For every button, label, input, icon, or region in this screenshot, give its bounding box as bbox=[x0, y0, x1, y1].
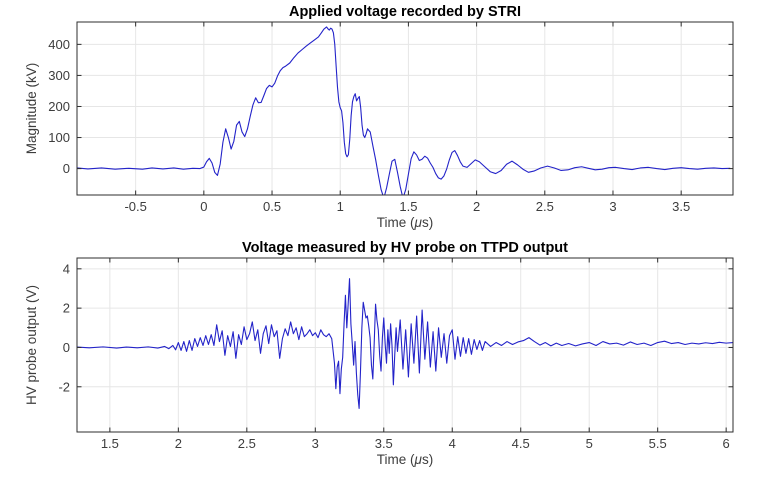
x-tick-label: -0.5 bbox=[124, 199, 146, 214]
chart-panel-2: 1.5 2 2.5 3 3.5 4 4.5 5 5.5 6 -2 0 2 4 Voltage measure… bbox=[24, 240, 734, 467]
plot-area bbox=[77, 22, 733, 195]
x-tick-label: 4.5 bbox=[512, 436, 530, 451]
x-tick-label: 2 bbox=[473, 199, 480, 214]
y-tick-label: 400 bbox=[48, 37, 70, 52]
x-tick-label: 2.5 bbox=[238, 436, 256, 451]
x-tick-label: 1 bbox=[337, 199, 344, 214]
x-tick-label: 2 bbox=[175, 436, 182, 451]
y-tick-label: 300 bbox=[48, 68, 70, 83]
x-axis-label: Time (μs) bbox=[377, 215, 433, 230]
x-tick-label: 2.5 bbox=[536, 199, 554, 214]
x-tick-label: 5 bbox=[586, 436, 593, 451]
x-axis-label: Time (μs) bbox=[377, 452, 433, 467]
axes-box bbox=[76, 257, 734, 433]
chart-title: Applied voltage recorded by STRI bbox=[289, 4, 521, 20]
y-tick-label: 100 bbox=[48, 130, 70, 145]
x-tick-label: 6 bbox=[723, 436, 730, 451]
x-tick-label: 3 bbox=[609, 199, 616, 214]
x-tick-label: 3 bbox=[312, 436, 319, 451]
y-tick-label: 200 bbox=[48, 99, 70, 114]
chart-title: Voltage measured by HV probe on TTPD out… bbox=[242, 240, 568, 256]
x-tick-label: 1.5 bbox=[101, 436, 119, 451]
series-applied-voltage-kV bbox=[77, 26, 731, 195]
y-axis-label: Magnitude (kV) bbox=[24, 63, 39, 155]
y-axis-label: HV probe output (V) bbox=[24, 285, 39, 405]
x-tick-label: 4 bbox=[449, 436, 456, 451]
x-tick-label: 3.5 bbox=[375, 436, 393, 451]
x-tick-label: 1.5 bbox=[399, 199, 417, 214]
x-tick-label: 0.5 bbox=[263, 199, 281, 214]
chart-panel-1: -0.5 0 0.5 1 1.5 2 2.5 3 3.5 0 100 200 300 400 Applied… bbox=[24, 4, 734, 230]
y-tick-label: 0 bbox=[63, 161, 70, 176]
x-tick-label: 3.5 bbox=[672, 199, 690, 214]
series-hv-probe-output-V bbox=[77, 278, 733, 409]
axes-box bbox=[76, 21, 734, 196]
y-tick-label: 2 bbox=[63, 301, 70, 316]
y-tick-label: -2 bbox=[58, 379, 70, 394]
y-tick-label: 4 bbox=[63, 261, 70, 276]
y-tick-label: 0 bbox=[63, 340, 70, 355]
x-tick-label: 5.5 bbox=[649, 436, 667, 451]
x-tick-label: 0 bbox=[200, 199, 207, 214]
